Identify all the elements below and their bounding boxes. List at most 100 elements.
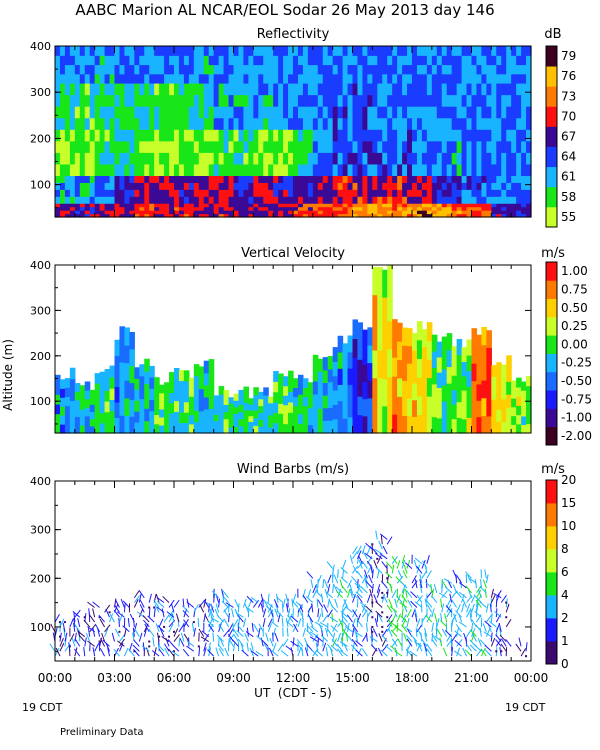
velocity-cell (228, 409, 235, 416)
wind-barb (459, 592, 467, 599)
velocity-cell (441, 384, 448, 402)
wind-barb (153, 647, 157, 657)
reflectivity-cell (516, 206, 522, 211)
wind-barb (347, 579, 352, 589)
velocity-cell (59, 397, 66, 407)
wind-barb (337, 632, 341, 642)
reflectivity-cell (273, 182, 279, 190)
wind-barb (475, 624, 482, 633)
wind-barb (376, 584, 381, 594)
velocity-cell (476, 383, 483, 401)
velocity-cell (233, 419, 240, 428)
reflectivity-cell (431, 117, 438, 130)
reflectivity-cell (198, 203, 205, 208)
reflectivity-cell (228, 73, 235, 84)
velocity-cell (69, 378, 76, 391)
reflectivity-cell (496, 213, 502, 218)
wind-barb (343, 599, 348, 608)
wind-barb (325, 591, 333, 599)
reflectivity-cell (129, 213, 135, 218)
velocity-cell (278, 393, 284, 404)
wind-barb (472, 633, 477, 642)
reflectivity-cell (79, 106, 86, 119)
wind-barb (500, 595, 507, 603)
wind-barb (218, 623, 225, 633)
reflectivity-cell (372, 46, 378, 56)
reflectivity-cell (466, 152, 473, 165)
velocity-cell (273, 402, 279, 413)
reflectivity-cell (367, 129, 373, 142)
velocity-cell (119, 326, 126, 345)
wind-barb (470, 629, 477, 638)
reflectivity-cell (322, 129, 329, 142)
velocity-cell (357, 340, 364, 360)
reflectivity-cell (193, 73, 200, 84)
wind-barb (382, 545, 388, 555)
velocity-cell (441, 336, 448, 354)
reflectivity-cell (114, 196, 121, 204)
reflectivity-cell (317, 82, 324, 96)
velocity-cell (223, 425, 230, 434)
wind-barb (232, 639, 239, 647)
reflectivity-cell (526, 129, 532, 142)
reflectivity-cell (134, 94, 140, 107)
velocity-cell (342, 358, 349, 374)
reflectivity-cell (268, 64, 274, 75)
reflectivity-cell (109, 206, 116, 211)
reflectivity-cell (382, 196, 388, 204)
reflectivity-cell (426, 189, 433, 197)
reflectivity-cell (283, 163, 289, 177)
reflectivity-cell (74, 64, 81, 75)
wind-barb (87, 640, 95, 647)
reflectivity-cell (59, 206, 66, 211)
velocity-cell (64, 387, 71, 397)
wind-barb (153, 608, 156, 618)
reflectivity-cell (461, 94, 468, 107)
reflectivity-cell (441, 210, 448, 215)
velocity-cell (178, 390, 185, 403)
reflectivity-cell (293, 73, 299, 84)
reflectivity-cell (273, 140, 279, 153)
reflectivity-cell (164, 55, 170, 66)
reflectivity-cell (526, 73, 532, 84)
reflectivity-cell (521, 206, 527, 211)
wind-barb (430, 583, 433, 593)
reflectivity-cell (243, 46, 249, 56)
velocity-cell (382, 296, 388, 325)
reflectivity-cell (159, 152, 165, 165)
velocity-cell (516, 396, 522, 406)
reflectivity-cell (233, 94, 240, 107)
reflectivity-cell (159, 210, 165, 215)
reflectivity-cell (59, 210, 66, 215)
reflectivity-cell (402, 206, 408, 211)
wind-barb (424, 632, 428, 642)
reflectivity-cell (89, 46, 96, 56)
wind-barb (317, 608, 320, 618)
reflectivity-cell (516, 152, 522, 165)
velocity-cell (203, 396, 210, 410)
velocity-cell (178, 369, 185, 382)
velocity-cell (119, 397, 126, 416)
reflectivity-cell (263, 175, 269, 183)
reflectivity-cell (327, 213, 334, 218)
wind-barb (463, 632, 468, 642)
reflectivity-cell (268, 210, 274, 215)
reflectivity-cell (69, 64, 76, 75)
reflectivity-cell (322, 82, 329, 96)
colorbar-swatch (546, 316, 557, 336)
wind-barb (340, 610, 348, 618)
wind-barb (173, 634, 180, 642)
reflectivity-cell (119, 189, 126, 197)
velocity-cell (213, 401, 220, 409)
reflectivity-cell (362, 152, 368, 165)
wind-barb (352, 551, 358, 560)
reflectivity-cell (412, 129, 418, 142)
reflectivity-cell (149, 129, 155, 142)
reflectivity-cell (134, 82, 140, 96)
reflectivity-cell (178, 175, 185, 183)
velocity-cell (357, 322, 364, 342)
reflectivity-cell (511, 152, 517, 165)
reflectivity-cell (178, 196, 185, 204)
reflectivity-cell (288, 206, 294, 211)
velocity-cell (208, 371, 215, 385)
